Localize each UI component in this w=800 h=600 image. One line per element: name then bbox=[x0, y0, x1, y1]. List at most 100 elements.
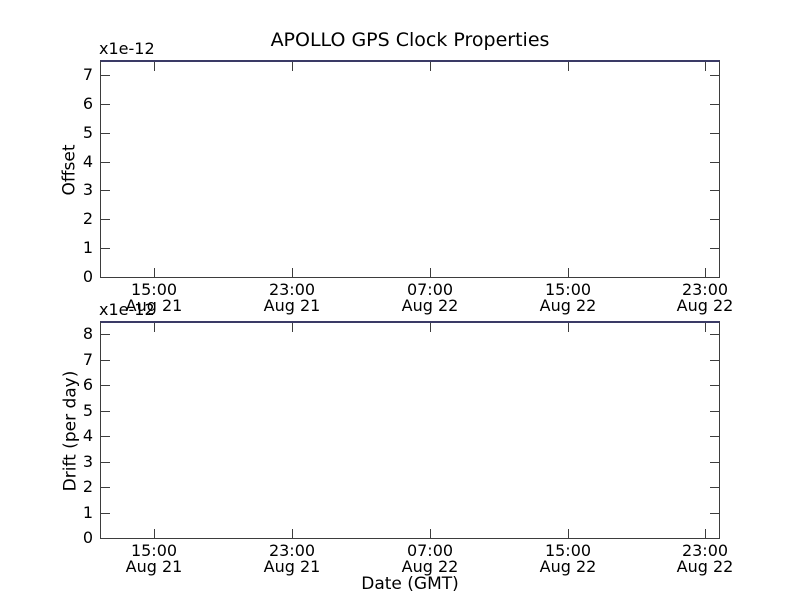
x-tick-mark-top bbox=[705, 323, 706, 332]
y-tick-mark-left bbox=[101, 411, 110, 412]
x-tick-date: Aug 22 bbox=[676, 557, 734, 576]
x-tick-mark-top bbox=[430, 323, 431, 332]
y-tick-mark-right bbox=[710, 133, 719, 134]
x-tick-mark-bottom bbox=[568, 268, 569, 277]
y-tick-mark-left bbox=[101, 248, 110, 249]
y-tick-mark-right bbox=[710, 162, 719, 163]
y-tick-label: 2 bbox=[82, 477, 93, 496]
y-tick-mark-left bbox=[101, 277, 110, 278]
x-tick-mark-bottom bbox=[705, 529, 706, 538]
x-tick-mark-bottom bbox=[705, 268, 706, 277]
x-tick-date: Aug 22 bbox=[539, 296, 597, 315]
y-tick-mark-left bbox=[101, 190, 110, 191]
y-tick-mark-right bbox=[710, 248, 719, 249]
x-tick-mark-top bbox=[568, 323, 569, 332]
y-tick-mark-right bbox=[710, 462, 719, 463]
x-tick-mark-top bbox=[430, 62, 431, 71]
x-tick-label: 23:00 Aug 21 bbox=[247, 282, 337, 314]
y-tick-label: 3 bbox=[82, 452, 93, 471]
x-tick-date: Aug 22 bbox=[401, 296, 459, 315]
y-tick-mark-right bbox=[710, 385, 719, 386]
x-axis-label: Date (GMT) bbox=[361, 574, 459, 594]
x-tick-date: Aug 21 bbox=[125, 557, 183, 576]
y-tick-label: 6 bbox=[82, 94, 93, 113]
y-tick-mark-left bbox=[101, 538, 110, 539]
y-tick-mark-right bbox=[710, 513, 719, 514]
y-tick-mark-left bbox=[101, 162, 110, 163]
y-tick-label: 2 bbox=[82, 209, 93, 228]
x-tick-time: 23:00 bbox=[681, 280, 729, 299]
x-tick-date: Aug 21 bbox=[125, 296, 183, 315]
x-tick-mark-bottom bbox=[292, 268, 293, 277]
x-tick-date: Aug 21 bbox=[263, 557, 321, 576]
x-tick-time: 15:00 bbox=[544, 541, 592, 560]
y-tick-label: 5 bbox=[82, 123, 93, 142]
y-tick-label: 8 bbox=[82, 324, 93, 343]
x-tick-mark-bottom bbox=[154, 268, 155, 277]
x-tick-time: 15:00 bbox=[544, 280, 592, 299]
y-tick-label: 1 bbox=[82, 238, 93, 257]
x-tick-mark-bottom bbox=[292, 529, 293, 538]
x-tick-time: 15:00 bbox=[130, 280, 178, 299]
x-tick-label: 07:00 Aug 22 bbox=[385, 282, 475, 314]
y-tick-mark-left bbox=[101, 75, 110, 76]
y-tick-mark-left bbox=[101, 513, 110, 514]
y-tick-mark-right bbox=[710, 360, 719, 361]
x-tick-time: 07:00 bbox=[406, 280, 454, 299]
y-tick-label: 7 bbox=[82, 350, 93, 369]
chart-title: APOLLO GPS Clock Properties bbox=[270, 29, 550, 51]
y-tick-mark-right bbox=[710, 436, 719, 437]
y-tick-label: 0 bbox=[82, 528, 93, 547]
x-tick-date: Aug 22 bbox=[676, 296, 734, 315]
y-tick-mark-left bbox=[101, 436, 110, 437]
x-tick-mark-top bbox=[292, 323, 293, 332]
x-tick-mark-bottom bbox=[568, 529, 569, 538]
y-tick-label: 0 bbox=[82, 267, 93, 286]
y-tick-mark-left bbox=[101, 219, 110, 220]
drift-plot-area: x1e-12 Drift (per day) 15:00 Aug 21 23:00 A… bbox=[60, 301, 733, 575]
y-tick-mark-left bbox=[101, 487, 110, 488]
y-tick-label: 4 bbox=[82, 426, 93, 445]
y-tick-mark-right bbox=[710, 219, 719, 220]
x-tick-label: 07:00 Aug 22 bbox=[385, 543, 475, 575]
y-tick-label: 4 bbox=[82, 152, 93, 171]
x-tick-mark-bottom bbox=[154, 529, 155, 538]
x-tick-time: 15:00 bbox=[130, 541, 178, 560]
y-tick-mark-left bbox=[101, 462, 110, 463]
y-tick-mark-right bbox=[710, 538, 719, 539]
offset-subplot: x1e-12 Offset 15:00 Aug 21 23:00 Aug 21 07:0… bbox=[60, 40, 733, 314]
y-tick-mark-left bbox=[101, 334, 110, 335]
x-tick-label: 23:00 Aug 22 bbox=[660, 543, 750, 575]
y-tick-label: 1 bbox=[82, 503, 93, 522]
y-tick-label: 3 bbox=[82, 180, 93, 199]
x-tick-time: 23:00 bbox=[681, 541, 729, 560]
x-tick-label: 15:00 Aug 21 bbox=[109, 282, 199, 314]
x-tick-label: 15:00 Aug 22 bbox=[523, 282, 613, 314]
y-tick-mark-right bbox=[710, 75, 719, 76]
y-tick-mark-left bbox=[101, 104, 110, 105]
y-tick-mark-right bbox=[710, 104, 719, 105]
x-tick-mark-top bbox=[292, 62, 293, 71]
x-tick-time: 07:00 bbox=[406, 541, 454, 560]
y-tick-mark-left bbox=[101, 385, 110, 386]
x-tick-label: 23:00 Aug 22 bbox=[660, 282, 750, 314]
y-tick-mark-left bbox=[101, 360, 110, 361]
x-tick-mark-bottom bbox=[430, 529, 431, 538]
x-tick-time: 23:00 bbox=[268, 280, 316, 299]
x-tick-date: Aug 21 bbox=[263, 296, 321, 315]
drift-y-scale-label: x1e-12 bbox=[99, 300, 155, 319]
x-tick-label: 15:00 Aug 22 bbox=[523, 543, 613, 575]
y-tick-label: 5 bbox=[82, 401, 93, 420]
y-tick-mark-right bbox=[710, 487, 719, 488]
y-tick-mark-right bbox=[710, 334, 719, 335]
x-tick-mark-top bbox=[705, 62, 706, 71]
offset-plot-area: x1e-12 Offset 15:00 Aug 21 23:00 Aug 21 07:0… bbox=[60, 40, 733, 314]
y-tick-mark-right bbox=[710, 190, 719, 191]
x-tick-date: Aug 22 bbox=[401, 557, 459, 576]
x-tick-mark-bottom bbox=[430, 268, 431, 277]
x-tick-mark-top bbox=[154, 62, 155, 71]
y-tick-mark-right bbox=[710, 277, 719, 278]
x-tick-time: 23:00 bbox=[268, 541, 316, 560]
x-tick-date: Aug 22 bbox=[539, 557, 597, 576]
